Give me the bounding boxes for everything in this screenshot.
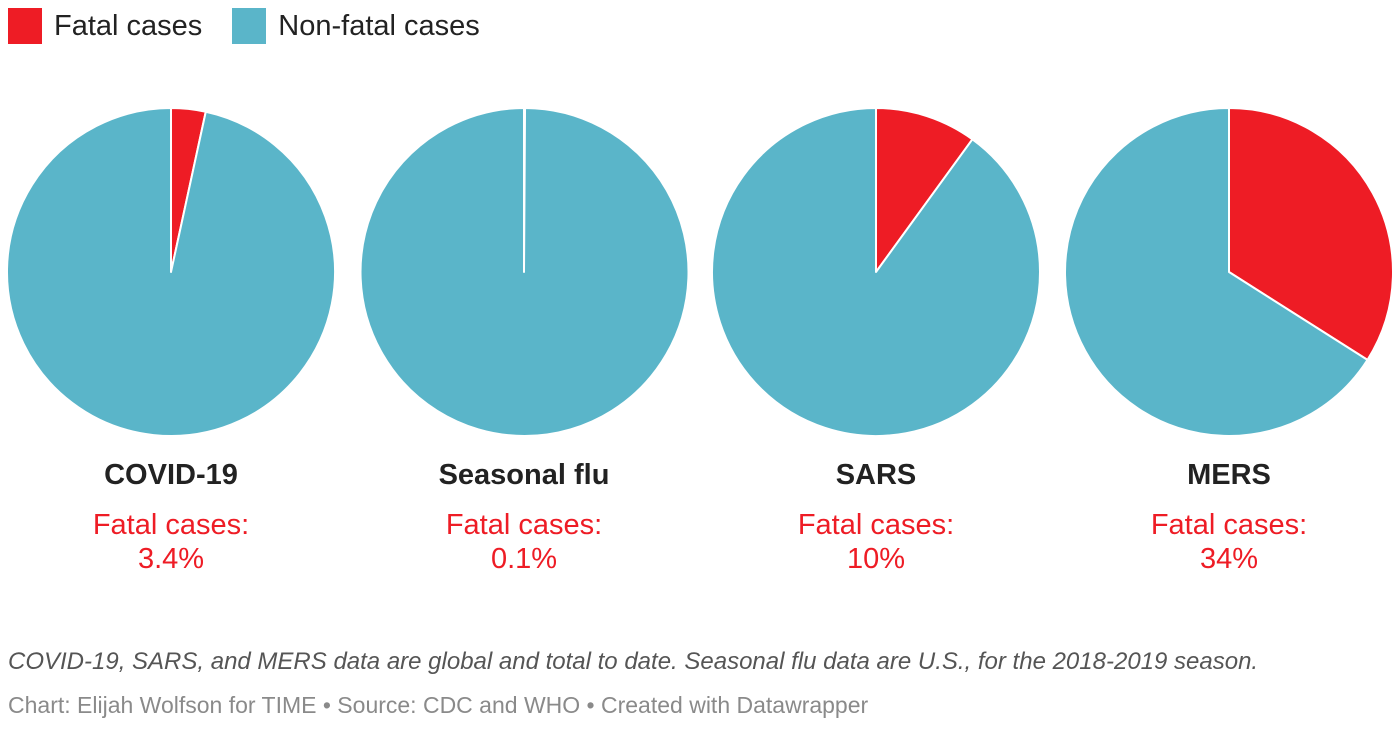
fatal-label: Fatal cases: [445, 509, 603, 541]
pie-slice-sars-nonfatal [711, 107, 1041, 437]
fatal-value: 0.1% [490, 543, 558, 575]
pie-fatal-covid: Fatal cases: 3.4% [1, 508, 341, 576]
chart-legend: Fatal cases Non-fatal cases [8, 8, 510, 44]
chart-credit: Chart: Elijah Wolfson for TIME • Source:… [8, 692, 869, 718]
pie-slice-covid-nonfatal [6, 107, 336, 437]
fatal-value: 3.4% [137, 543, 205, 575]
legend-item-fatal: Fatal cases [8, 8, 202, 44]
pie-title-covid: COVID-19 [104, 459, 238, 491]
pie-slice-mers-nonfatal [1064, 107, 1369, 437]
legend-swatch-fatal [8, 8, 42, 44]
legend-label-nonfatal: Non-fatal cases [278, 9, 480, 42]
pie-slice-sars-fatal [875, 107, 974, 273]
legend-swatch-nonfatal [232, 8, 267, 44]
pie-title-sars: SARS [835, 459, 917, 491]
pie-fatal-seasonal-flu: Fatal cases: 0.1% [354, 508, 694, 576]
fatal-label: Fatal cases: [797, 509, 955, 541]
pie-title-mers: MERS [1187, 459, 1271, 491]
fatal-label: Fatal cases: [1150, 509, 1308, 541]
pie-fatal-mers: Fatal cases: 34% [1059, 508, 1399, 576]
fatal-value: 34% [1199, 543, 1259, 575]
legend-item-nonfatal: Non-fatal cases [232, 8, 480, 44]
fatal-label: Fatal cases: [92, 509, 250, 541]
pie-title-seasonal-flu: Seasonal flu [438, 459, 610, 491]
pie-fatal-sars: Fatal cases: 10% [706, 508, 1046, 576]
fatal-value: 10% [846, 543, 906, 575]
legend-label-fatal: Fatal cases [54, 9, 203, 42]
pie-slice-seasonal-flu-nonfatal [359, 107, 690, 437]
chart-note: COVID-19, SARS, and MERS data are global… [8, 648, 1259, 675]
